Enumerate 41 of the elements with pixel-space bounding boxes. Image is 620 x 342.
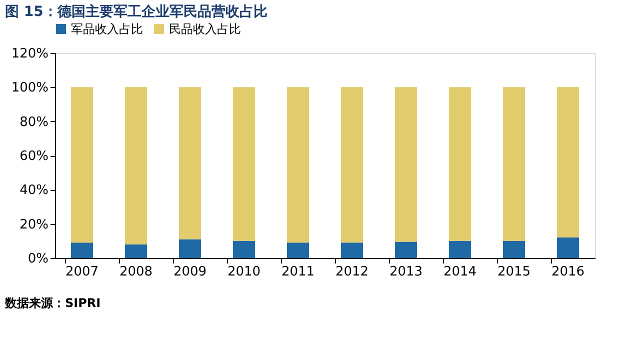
y-tick-label: 80% (20, 114, 48, 130)
x-tick-label: 2015 (497, 264, 531, 280)
bar (503, 240, 525, 258)
bar (179, 239, 201, 258)
x-tick-label: 2013 (389, 264, 423, 280)
bar (557, 238, 579, 258)
chart-title: 图 15：德国主要军工企业军民品营收占比 (5, 3, 268, 20)
y-tick-label: 60% (20, 149, 48, 164)
bar (449, 240, 471, 258)
x-tick-label: 2012 (335, 264, 369, 280)
bar (341, 87, 363, 243)
bar (71, 242, 93, 258)
x-tick-label: 2007 (65, 264, 99, 280)
bar (179, 87, 201, 240)
bar (233, 240, 255, 258)
bar (71, 87, 93, 243)
y-tick-label: 120% (11, 46, 48, 62)
y-tick-label: 20% (20, 217, 48, 232)
bar (287, 87, 309, 243)
source-note: 数据来源：SIPRI (4, 296, 101, 310)
y-tick-label: 100% (11, 80, 48, 96)
y-tick-label: 0% (28, 252, 48, 266)
x-tick-label: 2014 (443, 264, 477, 280)
bar (233, 87, 255, 241)
bar (341, 242, 363, 258)
bar (395, 87, 417, 242)
x-tick-label: 2011 (281, 264, 315, 280)
y-tick-label: 40% (20, 183, 48, 198)
x-tick-label: 2009 (173, 264, 207, 280)
x-tick-label: 2010 (227, 264, 261, 280)
bar (449, 87, 471, 241)
legend-label: 军品收入占比 (71, 22, 143, 36)
x-tick-label: 2016 (551, 264, 585, 280)
bar (287, 242, 309, 258)
bar (503, 87, 525, 241)
x-tick-label: 2008 (119, 264, 153, 280)
legend-label: 民品收入占比 (169, 22, 241, 36)
bar (557, 87, 579, 238)
bar (395, 242, 417, 258)
bar (125, 244, 147, 258)
bar (125, 87, 147, 244)
